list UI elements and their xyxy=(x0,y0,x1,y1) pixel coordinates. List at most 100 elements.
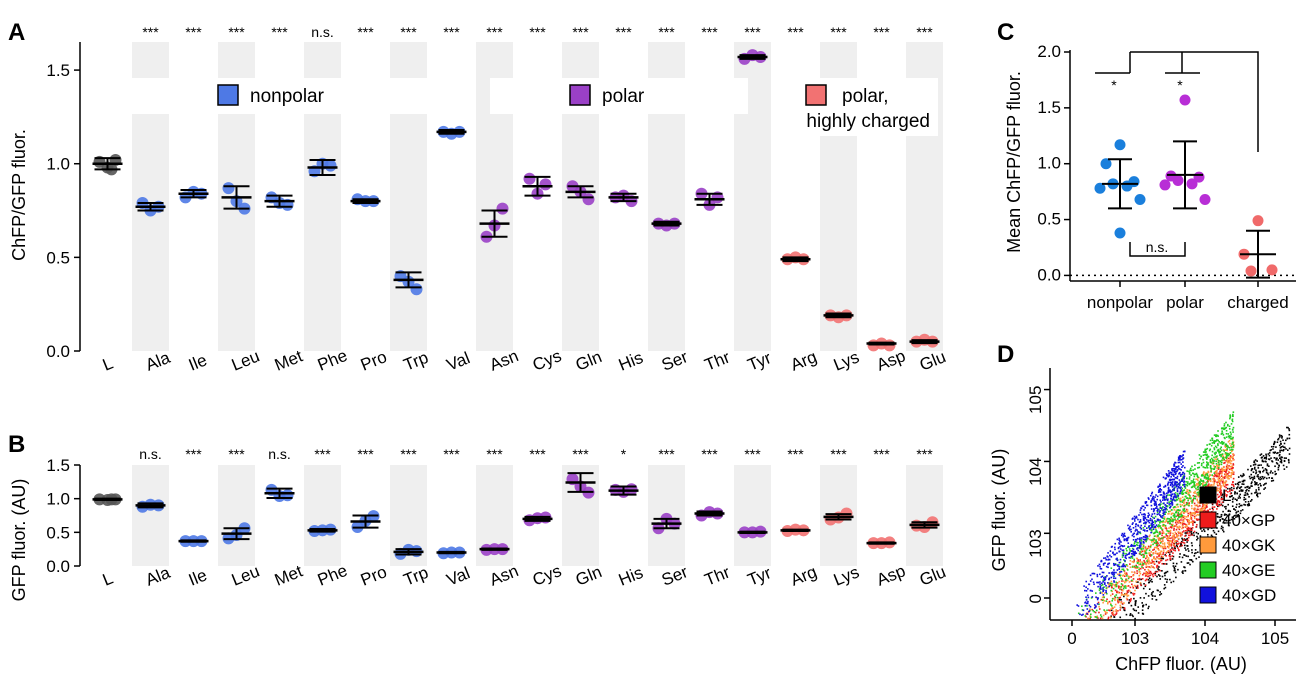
event-dot xyxy=(1090,613,1092,616)
event-dot xyxy=(1108,578,1110,581)
event-dot xyxy=(1181,537,1183,540)
event-dot xyxy=(1214,473,1216,475)
event-dot xyxy=(1152,516,1154,519)
event-dot xyxy=(1184,495,1187,498)
event-dot xyxy=(1252,477,1255,479)
event-dot xyxy=(1115,583,1118,586)
event-dot xyxy=(1108,609,1110,611)
event-dot xyxy=(1134,525,1137,528)
event-dot xyxy=(1138,570,1141,573)
event-dot xyxy=(1266,463,1269,465)
event-dot xyxy=(1227,433,1230,435)
event-dot xyxy=(1175,524,1178,527)
event-dot xyxy=(1273,457,1276,459)
event-dot xyxy=(1158,532,1161,534)
event-dot xyxy=(1149,554,1151,557)
event-dot xyxy=(1166,499,1169,502)
column-stripe xyxy=(906,465,943,566)
event-dot xyxy=(1162,495,1165,497)
event-dot xyxy=(1122,587,1125,590)
event-dot xyxy=(1129,566,1132,569)
event-dot xyxy=(1174,549,1177,552)
y-tick-label: 1.5 xyxy=(46,456,70,475)
event-dot xyxy=(1145,603,1147,606)
event-dot xyxy=(1121,565,1123,568)
event-dot xyxy=(1153,548,1155,551)
event-dot xyxy=(1268,452,1271,454)
event-dot xyxy=(1129,563,1131,565)
significance-label: *** xyxy=(572,446,589,462)
event-dot xyxy=(1151,498,1154,500)
event-dot xyxy=(1148,514,1151,516)
event-dot xyxy=(1229,492,1232,495)
event-dot xyxy=(1218,440,1220,443)
data-point xyxy=(1134,193,1146,205)
event-dot xyxy=(1171,540,1174,542)
event-dot xyxy=(1204,507,1207,510)
event-dot xyxy=(1115,594,1118,596)
event-dot xyxy=(1197,482,1199,485)
event-dot xyxy=(1171,504,1174,506)
x-category-label: Ala xyxy=(143,563,173,590)
event-dot xyxy=(1220,491,1223,494)
event-dot xyxy=(1232,463,1235,465)
event-dot xyxy=(1154,526,1156,528)
event-dot xyxy=(1182,515,1185,517)
event-dot xyxy=(1225,457,1228,459)
column-stripe xyxy=(218,465,255,566)
event-dot xyxy=(1169,534,1171,536)
event-dot xyxy=(1172,473,1175,476)
event-dot xyxy=(1184,566,1186,569)
event-dot xyxy=(1216,458,1219,460)
event-dot xyxy=(1202,451,1205,453)
event-dot xyxy=(1279,446,1282,449)
event-dot xyxy=(1160,507,1163,510)
event-dot xyxy=(1194,504,1197,507)
legend-label: L xyxy=(1222,486,1231,505)
event-dot xyxy=(1189,469,1192,472)
event-dot xyxy=(1175,496,1177,499)
event-dot xyxy=(1139,532,1142,535)
event-dot xyxy=(1280,449,1283,452)
event-dot xyxy=(1173,529,1175,531)
event-dot xyxy=(1179,471,1181,474)
event-dot xyxy=(1166,494,1169,496)
event-dot xyxy=(1138,547,1141,549)
event-dot xyxy=(1225,432,1228,435)
event-dot xyxy=(1136,547,1139,549)
event-dot xyxy=(1163,532,1165,535)
data-point xyxy=(1100,158,1112,170)
panel-c-label: C xyxy=(997,19,1014,46)
event-dot xyxy=(1113,571,1115,574)
event-dot xyxy=(1172,549,1175,551)
event-dot xyxy=(1154,571,1157,574)
event-dot xyxy=(1156,535,1158,538)
event-dot xyxy=(1180,545,1182,547)
event-dot xyxy=(1215,446,1218,449)
event-dot xyxy=(1150,504,1153,507)
event-dot xyxy=(1149,570,1152,573)
event-dot xyxy=(1145,538,1147,541)
event-dot xyxy=(1195,526,1198,528)
event-dot xyxy=(1158,504,1160,506)
event-dot xyxy=(1160,541,1162,543)
event-dot xyxy=(1125,538,1128,540)
event-dot xyxy=(1183,511,1186,514)
event-dot xyxy=(1221,472,1223,475)
event-dot xyxy=(1136,566,1139,568)
event-dot xyxy=(1125,552,1127,555)
event-dot xyxy=(1225,456,1227,459)
event-dot xyxy=(1144,546,1147,549)
event-dot xyxy=(1145,518,1148,521)
event-dot xyxy=(1126,579,1129,582)
event-dot xyxy=(1202,503,1204,506)
event-dot xyxy=(1165,533,1167,535)
event-dot xyxy=(1221,482,1224,484)
event-dot xyxy=(1164,526,1167,528)
event-dot xyxy=(1171,539,1174,541)
event-dot xyxy=(1140,578,1142,581)
event-dot xyxy=(1187,527,1190,530)
event-dot xyxy=(1264,487,1267,489)
event-dot xyxy=(1137,587,1139,589)
event-dot xyxy=(1208,449,1211,452)
